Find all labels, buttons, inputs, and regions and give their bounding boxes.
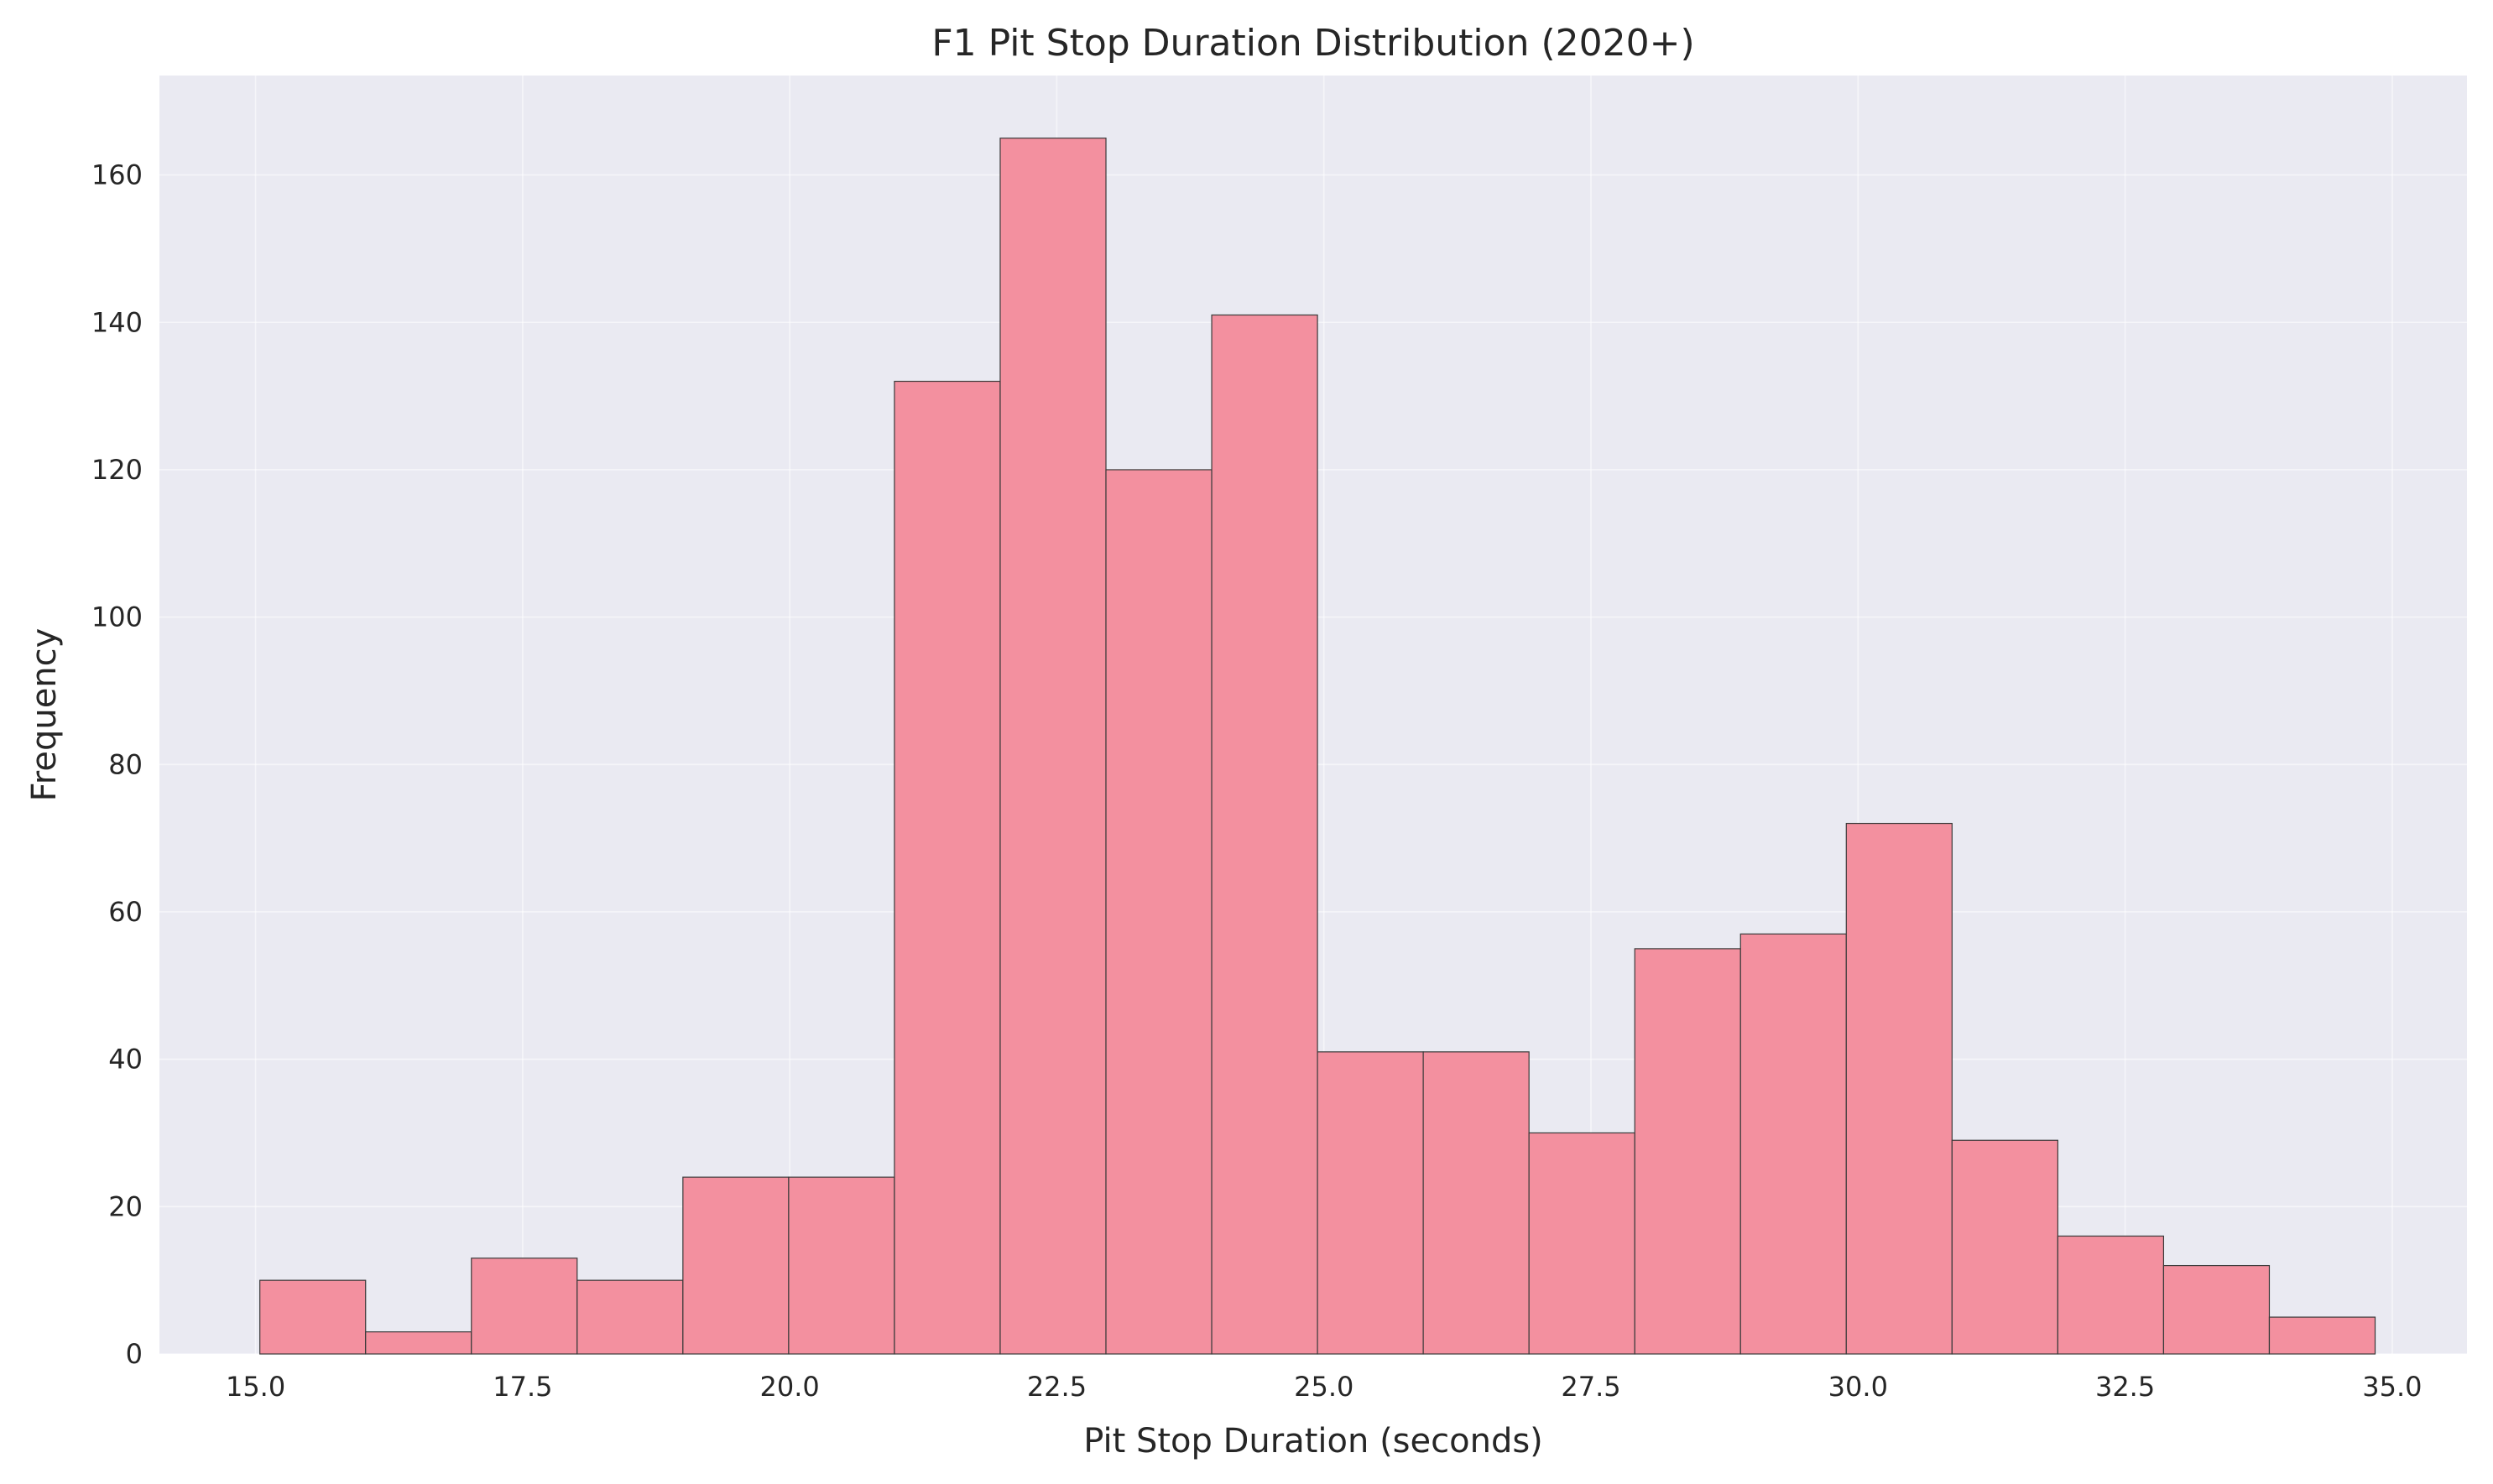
x-tick-label: 27.5 xyxy=(1561,1371,1620,1403)
x-tick-label: 20.0 xyxy=(760,1371,820,1403)
x-tick-label: 30.0 xyxy=(1828,1371,1888,1403)
bars xyxy=(259,138,2376,1355)
x-tick-label: 15.0 xyxy=(226,1371,285,1403)
y-tick-label: 100 xyxy=(91,601,143,633)
histogram-bar xyxy=(1739,933,1847,1355)
x-tick-label: 32.5 xyxy=(2095,1371,2155,1403)
histogram-bar xyxy=(1951,1139,2058,1355)
histogram-bar xyxy=(894,380,1001,1355)
y-tick-label: 20 xyxy=(108,1190,143,1222)
chart-title: F1 Pit Stop Duration Distribution (2020+… xyxy=(931,22,1694,65)
histogram-bar xyxy=(2162,1264,2271,1355)
histogram-bar xyxy=(1317,1051,1424,1355)
histogram-bar xyxy=(2057,1235,2165,1355)
y-tick-label: 0 xyxy=(126,1338,143,1370)
histogram-bar xyxy=(1845,822,1953,1355)
x-tick-label: 17.5 xyxy=(493,1371,552,1403)
histogram-bar xyxy=(1634,948,1741,1355)
x-tick-label: 25.0 xyxy=(1294,1371,1353,1403)
histogram-bar xyxy=(2268,1316,2376,1355)
x-axis-title: Pit Stop Duration (seconds) xyxy=(1083,1422,1543,1461)
histogram-bar xyxy=(1422,1051,1530,1355)
histogram-bar xyxy=(1105,469,1213,1355)
histogram-bar xyxy=(788,1176,895,1355)
histogram-bar xyxy=(365,1331,472,1355)
y-tick-label: 40 xyxy=(108,1044,143,1075)
y-tick-label: 120 xyxy=(91,454,143,486)
y-axis-title: Frequency xyxy=(25,628,64,802)
histogram-bar xyxy=(1528,1132,1635,1355)
histogram-bar xyxy=(999,138,1107,1355)
histogram-bar xyxy=(471,1257,578,1355)
x-axis-ticks: 15.0 17.5 20.0 22.5 25.0 27.5 30.0 32.5 35.0 xyxy=(226,1371,2423,1403)
histogram-bar xyxy=(1211,314,1318,1355)
y-tick-label: 160 xyxy=(91,159,143,191)
y-tick-label: 60 xyxy=(108,896,143,928)
y-axis-ticks: 0 20 40 60 80 100 120 140 160 xyxy=(91,159,143,1370)
histogram-bar xyxy=(576,1279,684,1355)
y-tick-label: 80 xyxy=(108,748,143,780)
x-tick-label: 35.0 xyxy=(2362,1371,2422,1403)
x-tick-label: 22.5 xyxy=(1027,1371,1087,1403)
y-tick-label: 140 xyxy=(91,306,143,338)
histogram-bar xyxy=(259,1279,367,1355)
histogram-bar xyxy=(682,1176,790,1355)
